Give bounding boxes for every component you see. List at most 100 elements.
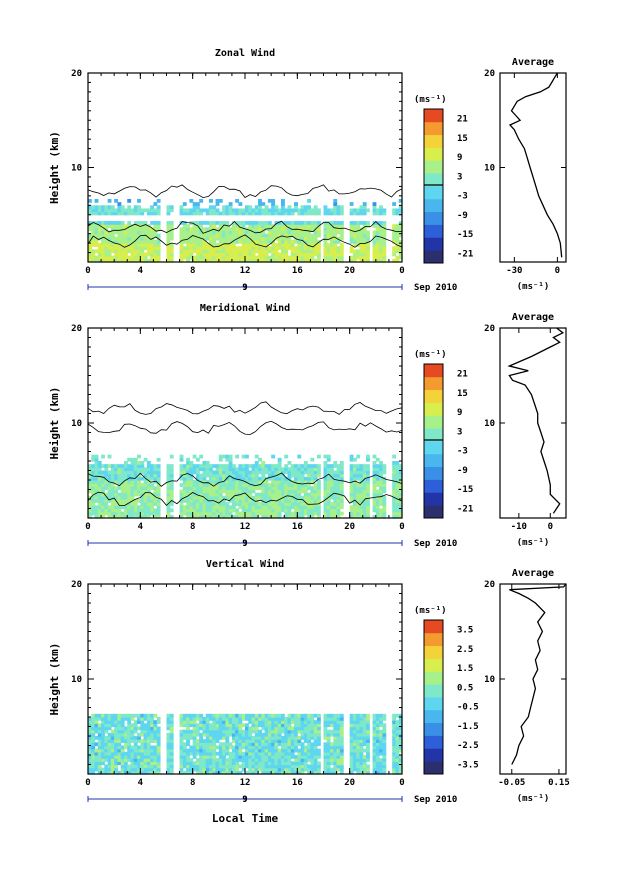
- panel-3-cell: [195, 713, 200, 718]
- panel-3-cell: [330, 720, 334, 724]
- panel-1-cell: [140, 249, 145, 254]
- panel-3-cell: [166, 732, 171, 737]
- panel-2-cell: [169, 476, 174, 481]
- panel-2-cell: [169, 454, 174, 459]
- panel-1-cell: [339, 224, 344, 228]
- panel-1-cell: [218, 199, 223, 203]
- panel-3-cell: [189, 723, 194, 728]
- panel-1-cell: [231, 211, 236, 216]
- panel-3-cell: [127, 748, 132, 753]
- panel-1-cell: [359, 205, 364, 210]
- panel-2-cell: [238, 495, 243, 500]
- panel-1-cell: [107, 239, 112, 244]
- panel-3-cell: [192, 732, 197, 737]
- panel-3-cell: [261, 755, 266, 759]
- panel-2-cell: [91, 502, 96, 506]
- panel-3-cell: [127, 745, 132, 750]
- panel-3-cell: [120, 751, 125, 756]
- panel-3-cell: [143, 739, 148, 743]
- panel-3-cell: [205, 726, 210, 731]
- panel-1-cell: [254, 243, 259, 247]
- panel-3-cell: [359, 726, 364, 731]
- panel-1-cell: [222, 249, 226, 254]
- panel-3-cell: [192, 764, 197, 769]
- panel-3-cell: [254, 742, 259, 747]
- panel-3-cell: [336, 755, 341, 759]
- panel-2-cell: [156, 486, 161, 491]
- panel-1-cell: [326, 236, 331, 241]
- panel-1-cell: [130, 236, 135, 241]
- panel-2-cell: [336, 514, 341, 519]
- panel-1-cell: [372, 230, 377, 235]
- panel-1-cell: [307, 211, 312, 216]
- panel-3-cell: [297, 767, 302, 772]
- panel-2-cell: [392, 480, 397, 484]
- panel-1-cell: [261, 243, 266, 247]
- panel-3-cell: [182, 764, 187, 769]
- panel-3-cell: [287, 758, 292, 762]
- panel-2-cell: [228, 454, 233, 459]
- panel-2-cell: [146, 508, 151, 513]
- panel-3-cell: [153, 764, 158, 769]
- panel-3-cell: [382, 726, 387, 731]
- panel-1-cell: [245, 211, 249, 216]
- panel-2-cell: [392, 483, 397, 487]
- panel-3-cell: [195, 723, 200, 728]
- panel-3-cell: [143, 767, 148, 772]
- panel-3-cell: [182, 717, 187, 721]
- panel-3-cell: [94, 767, 99, 772]
- panel-3-cell: [130, 732, 135, 737]
- panel-3-cell: [277, 729, 282, 734]
- panel-1-cell: [362, 255, 367, 260]
- panel-2-cell: [91, 467, 96, 472]
- panel-2-cell: [189, 489, 194, 494]
- panel-2-cell: [235, 495, 240, 500]
- panel-2-cell: [274, 508, 279, 513]
- panel-3-cell: [313, 736, 318, 740]
- panel-1-cell: [166, 221, 171, 225]
- panel-2-cell: [287, 473, 292, 478]
- panel-2-cell: [218, 508, 223, 513]
- panel-2-cell: [356, 464, 361, 468]
- panel-1-cell: [104, 230, 109, 235]
- panel-3-cell: [228, 713, 233, 718]
- panel-1-cell: [264, 211, 269, 216]
- panel-2-cell: [339, 480, 344, 484]
- panel-3-cell: [323, 755, 328, 759]
- panel-2-cell: [307, 505, 312, 510]
- panel-2-cell: [127, 464, 132, 468]
- panel-1-cell: [375, 233, 380, 238]
- panel-3-cell: [339, 723, 344, 728]
- panel-3-cell: [287, 726, 292, 731]
- panel-3-cell: [330, 745, 334, 750]
- panel-3-cell: [133, 729, 138, 734]
- panel-1-cell: [392, 258, 397, 263]
- panel-3-cell: [271, 755, 276, 759]
- panel-1-cell: [169, 205, 174, 210]
- panel-3-cell: [150, 758, 155, 762]
- panel-3-cell: [169, 748, 174, 753]
- panel-2-cell: [248, 514, 253, 519]
- panel-1-cell: [267, 249, 272, 254]
- panel-1-cell: [372, 202, 377, 206]
- panel-3-cell: [166, 742, 171, 747]
- panel-1-cell: [202, 252, 207, 257]
- panel-1-cell: [313, 246, 318, 250]
- panel-1-cell: [235, 211, 240, 216]
- panel-2-cell: [382, 489, 387, 494]
- panel-3-colorbar-tick: -0.5: [457, 703, 479, 713]
- panel-3-cell: [392, 723, 397, 728]
- panel-3-cell: [146, 723, 151, 728]
- panel-3-cell: [114, 770, 119, 775]
- panel-3-profile-ytick-label: 10: [484, 675, 495, 685]
- panel-1-cell: [228, 239, 233, 244]
- panel-1-cell: [349, 258, 354, 263]
- panel-2-cell: [251, 486, 256, 491]
- panel-3-cell: [166, 767, 171, 772]
- panel-1-cell: [133, 236, 138, 241]
- panel-3-cell: [192, 720, 197, 724]
- panel-2-cell: [356, 514, 361, 519]
- panel-1-cell: [182, 236, 187, 241]
- panel-3-cell: [166, 758, 171, 762]
- panel-1-cell: [88, 205, 92, 210]
